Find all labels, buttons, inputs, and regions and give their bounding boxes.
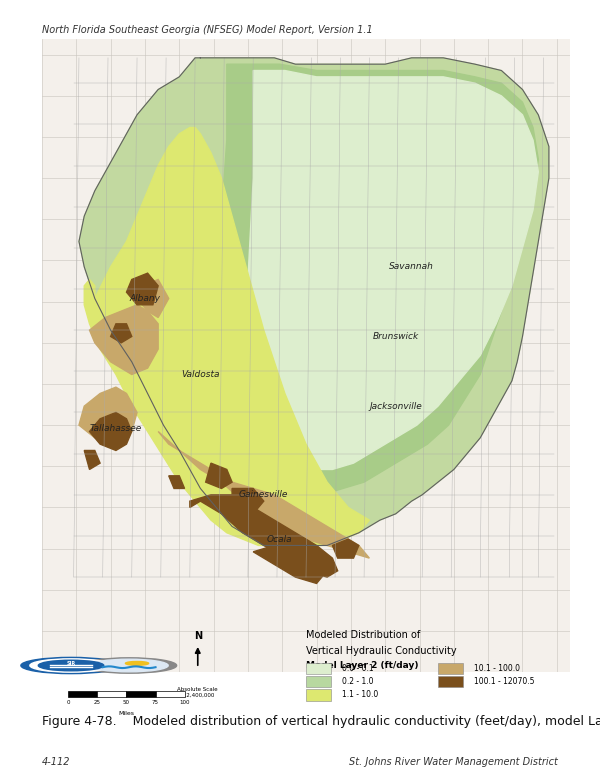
Polygon shape bbox=[79, 57, 549, 545]
Polygon shape bbox=[110, 324, 132, 343]
Text: North Florida Southeast Georgia (NFSEG) Model Report, Version 1.1: North Florida Southeast Georgia (NFSEG) … bbox=[42, 25, 373, 35]
Circle shape bbox=[90, 659, 168, 672]
Bar bbox=[438, 676, 463, 688]
Text: Savannah: Savannah bbox=[389, 263, 434, 271]
Text: 50: 50 bbox=[123, 699, 130, 705]
Text: 100: 100 bbox=[179, 699, 190, 705]
Polygon shape bbox=[158, 431, 370, 558]
Text: Absolute Scale
1:2,400,000: Absolute Scale 1:2,400,000 bbox=[178, 687, 218, 698]
Circle shape bbox=[82, 658, 176, 673]
Bar bbox=[97, 692, 127, 697]
Bar bbox=[438, 663, 463, 674]
Text: Jacksonville: Jacksonville bbox=[370, 402, 422, 410]
Text: N: N bbox=[194, 631, 202, 641]
Text: 10.1 - 100.0: 10.1 - 100.0 bbox=[474, 664, 520, 673]
Text: Figure 4-78.    Modeled distribution of vertical hydraulic conductivity (feet/da: Figure 4-78. Modeled distribution of ver… bbox=[42, 715, 600, 728]
Text: St. Johns River Water Management District: St. Johns River Water Management Distric… bbox=[349, 757, 558, 767]
Text: SJR: SJR bbox=[67, 661, 76, 666]
Text: Model Layer 2 (ft/day): Model Layer 2 (ft/day) bbox=[306, 661, 419, 671]
Text: Brunswick: Brunswick bbox=[373, 332, 419, 341]
Polygon shape bbox=[127, 274, 158, 305]
Text: 25: 25 bbox=[94, 699, 101, 705]
Polygon shape bbox=[206, 463, 232, 489]
Text: 75: 75 bbox=[152, 699, 159, 705]
Polygon shape bbox=[253, 545, 327, 584]
Circle shape bbox=[21, 657, 121, 674]
Bar bbox=[127, 692, 155, 697]
Text: Gainesville: Gainesville bbox=[239, 490, 289, 500]
Text: Albany: Albany bbox=[130, 294, 160, 303]
Polygon shape bbox=[89, 305, 158, 375]
Text: Modeled Distribution of: Modeled Distribution of bbox=[306, 630, 420, 640]
Text: Ocala: Ocala bbox=[267, 535, 292, 544]
Text: 0.0 - 0.1: 0.0 - 0.1 bbox=[342, 664, 374, 673]
Polygon shape bbox=[137, 280, 169, 318]
Bar bbox=[155, 692, 185, 697]
Text: 0: 0 bbox=[67, 699, 70, 705]
Bar bbox=[68, 692, 97, 697]
Text: Vertical Hydraulic Conductivity: Vertical Hydraulic Conductivity bbox=[306, 646, 457, 656]
Text: Miles: Miles bbox=[118, 711, 134, 716]
Polygon shape bbox=[332, 539, 359, 558]
Text: Tallahassee: Tallahassee bbox=[90, 423, 142, 433]
Text: 0.2 - 1.0: 0.2 - 1.0 bbox=[342, 678, 373, 686]
Polygon shape bbox=[84, 451, 100, 469]
Circle shape bbox=[38, 660, 104, 671]
Text: 4-112: 4-112 bbox=[42, 757, 71, 767]
Bar bbox=[306, 663, 331, 674]
Polygon shape bbox=[190, 495, 338, 577]
Bar bbox=[306, 689, 331, 701]
Polygon shape bbox=[216, 64, 538, 495]
Text: 100.1 - 12070.5: 100.1 - 12070.5 bbox=[474, 678, 535, 686]
Bar bbox=[306, 676, 331, 688]
Polygon shape bbox=[84, 127, 370, 545]
Polygon shape bbox=[169, 476, 185, 489]
Text: 1.1 - 10.0: 1.1 - 10.0 bbox=[342, 691, 378, 699]
Polygon shape bbox=[89, 413, 132, 451]
Circle shape bbox=[125, 661, 149, 665]
Text: Valdosta: Valdosta bbox=[181, 370, 220, 379]
Circle shape bbox=[30, 659, 112, 672]
Polygon shape bbox=[248, 71, 538, 469]
Polygon shape bbox=[79, 387, 137, 444]
Polygon shape bbox=[232, 489, 264, 514]
Polygon shape bbox=[42, 39, 570, 672]
